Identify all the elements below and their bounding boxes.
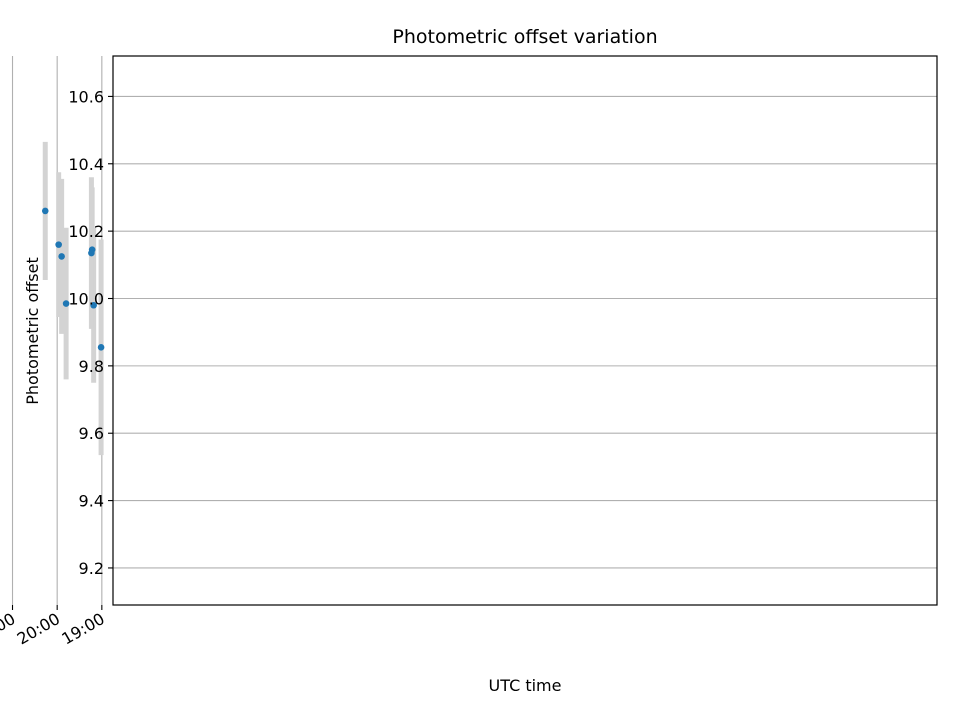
y-tick-label: 10.4 [68,155,104,174]
y-tick-label: 9.6 [79,424,104,443]
y-tick-label: 10.2 [68,222,104,241]
y-tick-label: 9.4 [79,492,104,511]
y-tick-label: 10.6 [68,87,104,106]
data-point [62,300,70,307]
data-point [55,241,62,248]
y-tick-label: 9.2 [79,559,104,578]
data-point [90,301,97,309]
y-tick-label: 10.0 [68,290,104,309]
grid [11,56,937,605]
y-axis-label: Photometric offset [23,257,42,405]
plot-frame [112,55,938,606]
x-axis-label: UTC time [489,676,562,695]
y-tick-label: 9.8 [79,357,104,376]
data-point [58,253,65,260]
chart-title: Photometric offset variation [392,26,657,48]
data-point [97,344,105,351]
data-point [88,249,95,257]
y-ticks: 9.2 9.4 9.6 9.8 10.0 10.2 10.4 10.6 [68,87,113,578]
data-points [41,207,105,351]
data-point [41,207,49,215]
